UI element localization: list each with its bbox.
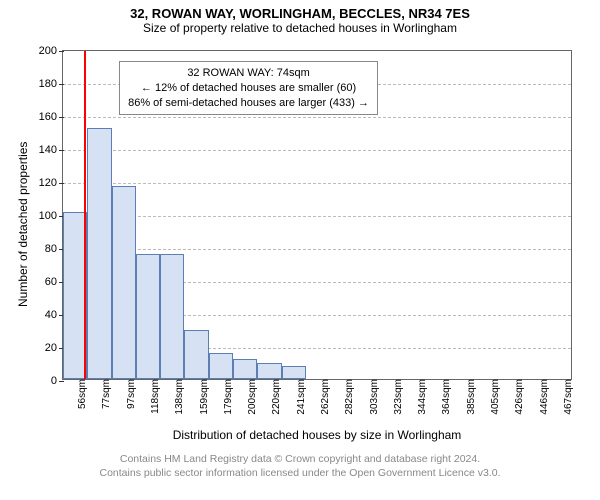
x-tick: 426sqm [512,379,525,415]
x-tick: 97sqm [124,379,137,409]
gridline [63,216,571,217]
y-tick: 120 [39,177,63,189]
x-tick: 364sqm [439,379,452,415]
page-title: 32, ROWAN WAY, WORLINGHAM, BECCLES, NR34… [0,0,600,21]
y-tick: 0 [51,375,63,387]
x-tick: 77sqm [99,379,112,409]
gridline [63,150,571,151]
footer-line-2: Contains public sector information licen… [0,466,600,480]
x-tick: 303sqm [367,379,380,415]
x-tick: 446sqm [537,379,550,415]
annotation-line: 86% of semi-detached houses are larger (… [128,96,369,111]
x-tick: 241sqm [294,379,307,415]
gridline [63,249,571,250]
x-tick: 159sqm [197,379,210,415]
y-tick: 180 [39,78,63,90]
x-tick: 282sqm [342,379,355,415]
y-tick: 200 [39,45,63,57]
y-axis-label: Number of detached properties [16,142,30,307]
x-tick: 179sqm [221,379,234,415]
y-tick: 80 [45,243,63,255]
bar [184,330,208,380]
x-tick: 200sqm [245,379,258,415]
y-tick: 100 [39,210,63,222]
bar [233,359,257,379]
page-subtitle: Size of property relative to detached ho… [0,21,600,35]
x-tick: 385sqm [464,379,477,415]
reference-line [84,51,86,379]
x-tick: 344sqm [415,379,428,415]
gridline [63,117,571,118]
histogram-chart: 02040608010012014016018020056sqm77sqm97s… [62,50,572,380]
bar [136,254,160,379]
annotation-line: 32 ROWAN WAY: 74sqm [128,66,369,81]
bar [209,353,233,379]
bar [112,186,136,379]
x-tick: 262sqm [318,379,331,415]
copyright-footer: Contains HM Land Registry data © Crown c… [0,452,600,480]
x-tick: 220sqm [269,379,282,415]
x-tick: 56sqm [75,379,88,409]
x-axis-label: Distribution of detached houses by size … [62,428,572,442]
x-tick: 467sqm [561,379,574,415]
bar [282,366,306,379]
y-tick: 20 [45,342,63,354]
gridline [63,183,571,184]
annotation-line: ← 12% of detached houses are smaller (60… [128,81,369,96]
x-tick: 118sqm [148,379,161,414]
y-tick: 40 [45,309,63,321]
y-tick: 160 [39,111,63,123]
bar [160,254,184,379]
x-tick: 405sqm [488,379,501,415]
x-tick: 138sqm [172,379,185,415]
footer-line-1: Contains HM Land Registry data © Crown c… [0,452,600,466]
annotation-box: 32 ROWAN WAY: 74sqm← 12% of detached hou… [119,61,378,116]
x-tick: 323sqm [391,379,404,415]
bar [87,128,111,379]
y-tick: 140 [39,144,63,156]
y-tick: 60 [45,276,63,288]
bar [257,363,281,380]
